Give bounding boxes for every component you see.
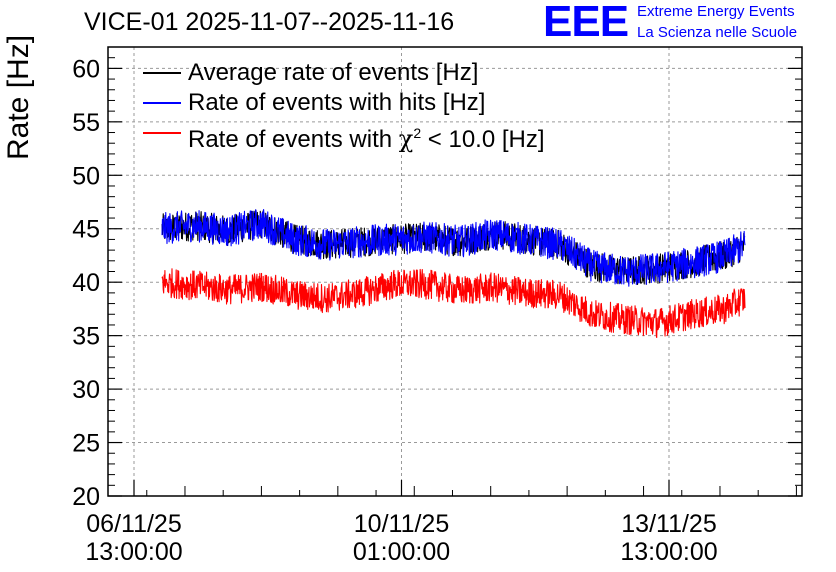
y-tick-label: 40 [72,269,100,297]
y-tick-label: 20 [72,483,100,511]
y-tick-label: 55 [72,109,100,137]
legend-label-chi2-suffix: < 10.0 [Hz] [421,126,545,153]
x-tick-label-time: 13:00:00 [85,538,182,566]
x-tick-label-date: 06/11/25 [86,510,181,538]
x-tick-label-date: 10/11/25 [354,510,449,538]
legend-label-average: Average rate of events [Hz] [188,59,479,86]
legend-swatch-red [143,132,181,134]
y-tick-label: 50 [72,162,100,190]
legend-label-chi2: Rate of events with χ2 < 10.0 [Hz] [188,118,545,155]
x-tick-label-time: 01:00:00 [353,538,450,566]
y-tick-label: 35 [72,323,100,351]
chi-symbol: χ [398,125,414,153]
y-tick-label: 45 [72,216,100,244]
eee-logo: EEE [543,0,629,46]
legend-label-chi2-prefix: Rate of events with [188,126,399,153]
x-tick-label-date: 13/11/25 [621,510,716,538]
chi-exponent: 2 [413,125,422,141]
series-line-1 [161,209,746,287]
legend-label-hits: Rate of events with hits [Hz] [188,89,486,116]
x-tick-labels: 06/11/2513:00:0010/11/2501:00:0013/11/25… [85,510,717,566]
y-tick-labels: 20 25 30 35 40 45 50 55 60 [72,55,100,511]
axis-ticks [108,46,802,497]
logo-text-line1: Extreme Energy Events [637,3,795,20]
legend-swatch-black [143,72,181,74]
legend-swatch-blue [143,102,181,104]
series-line-2 [161,268,746,339]
chart-title: VICE-01 2025-11-07--2025-11-16 [84,8,455,36]
y-axis-label: Rate [Hz] [2,34,35,160]
series-layer [161,209,746,339]
x-tick-label-time: 13:00:00 [620,538,717,566]
y-tick-label: 25 [72,430,100,458]
y-tick-label: 60 [72,55,100,83]
y-tick-label: 30 [72,376,100,404]
grid [108,47,802,497]
logo-text-line2: La Scienza nelle Scuole [637,24,798,41]
